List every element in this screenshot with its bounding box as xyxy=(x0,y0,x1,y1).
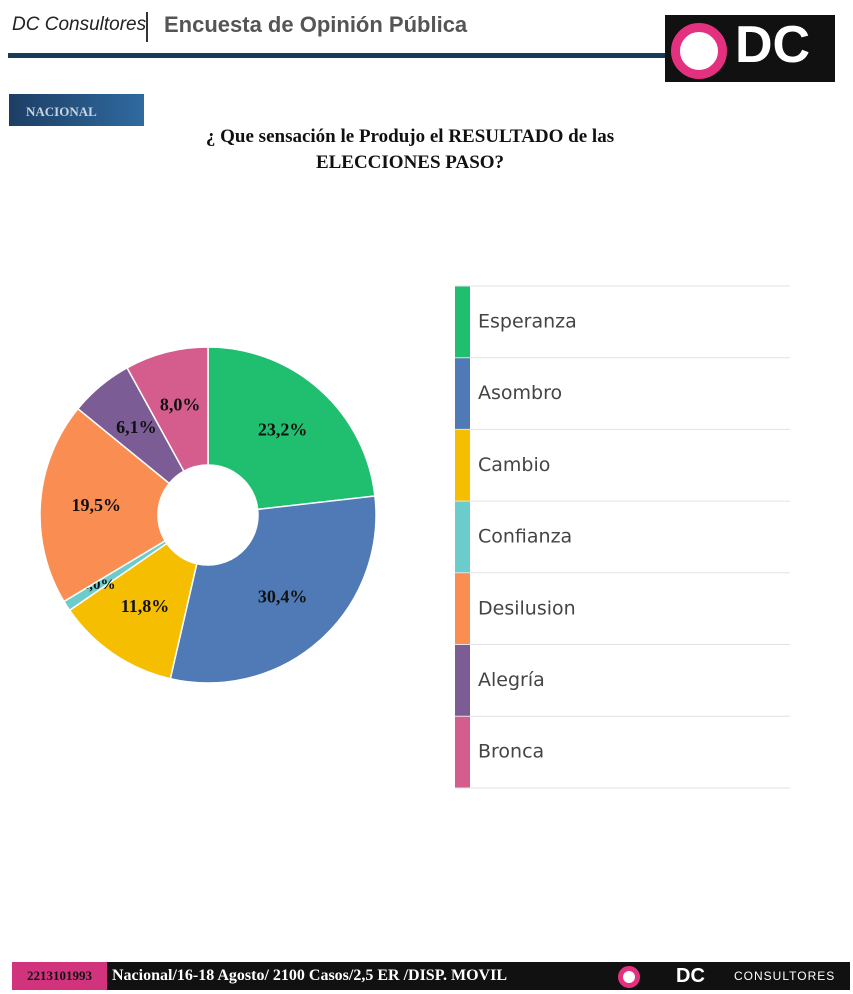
badge: NACIONAL xyxy=(9,94,144,126)
value-label: 11,8% xyxy=(121,596,170,616)
footer: 2213101993 Nacional/16-18 Agosto/ 2100 C… xyxy=(12,962,850,990)
legend-label: Confianza xyxy=(478,526,572,548)
legend-swatch xyxy=(455,357,470,430)
legend-label: Asombro xyxy=(478,382,562,404)
value-label: 6,1% xyxy=(116,417,157,437)
logo: DC xyxy=(665,15,835,82)
footer-info: Nacional/16-18 Agosto/ 2100 Casos/2,5 ER… xyxy=(112,967,507,984)
wedge xyxy=(39,407,171,603)
divider xyxy=(146,12,148,42)
wedge xyxy=(68,542,198,680)
legend-label: Bronca xyxy=(478,741,544,763)
legend-swatch xyxy=(455,501,470,573)
value-label: 19,5% xyxy=(72,495,122,515)
footer-logo: DC xyxy=(676,965,705,987)
value-label: 30,4% xyxy=(258,587,308,607)
legend-swatch xyxy=(455,429,470,502)
footer-phone: 2213101993 xyxy=(12,962,107,990)
wedge xyxy=(207,346,376,511)
logo-text: DC xyxy=(735,16,811,74)
legend-swatch xyxy=(455,716,470,788)
header-rule xyxy=(8,53,668,58)
header-title: Encuesta de Opinión Pública xyxy=(164,12,468,37)
legend-swatch xyxy=(455,572,470,645)
chart: 23,2%Esperanza30,4%Asombro11,8%Cambio1,0… xyxy=(39,285,790,789)
footer-logo-circle xyxy=(618,966,640,988)
value-label: 23,2% xyxy=(258,420,308,440)
legend-label: Esperanza xyxy=(478,311,577,333)
legend-swatch xyxy=(455,644,470,717)
brand: DC Consultores xyxy=(12,14,147,35)
wedge xyxy=(126,346,209,473)
logo-circle xyxy=(671,23,727,79)
value-label: 8,0% xyxy=(160,395,201,415)
legend-swatch xyxy=(455,286,470,358)
legend-label: Alegría xyxy=(478,669,545,691)
legend-label: Desilusion xyxy=(478,597,576,619)
footer-logo-text: CONSULTORES xyxy=(734,969,836,983)
legend-label: Cambio xyxy=(478,454,550,476)
chart-title: ¿ Que sensación le Produjo el RESULTADO … xyxy=(205,126,615,173)
wedge xyxy=(169,495,377,684)
